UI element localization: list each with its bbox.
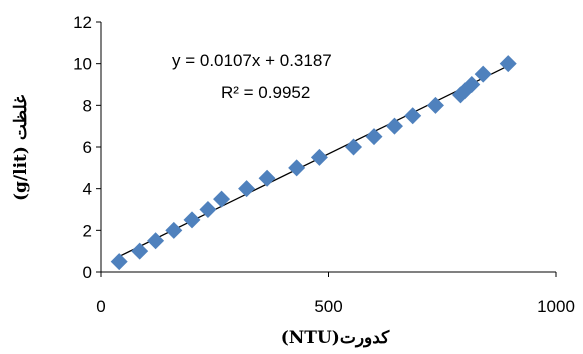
x-tick-label: 0 (96, 297, 105, 316)
y-tick-group: 0 2 4 6 8 10 12 (73, 13, 101, 282)
data-point (288, 159, 306, 177)
data-point (110, 253, 128, 271)
data-point (463, 76, 481, 93)
y-tick-label: 4 (83, 180, 92, 199)
data-point (131, 242, 149, 260)
trendline-equation: y = 0.0107x + 0.3187 (172, 51, 332, 70)
data-point (258, 169, 276, 187)
data-point (238, 180, 256, 198)
r-squared-label: R² = 0.9952 (221, 83, 310, 102)
data-point (385, 117, 403, 135)
data-point (310, 148, 328, 166)
y-tick-label: 10 (73, 55, 92, 74)
data-points (110, 55, 517, 271)
x-tick-label: 500 (314, 297, 342, 316)
y-tick-label: 12 (73, 13, 92, 32)
data-point (499, 55, 517, 73)
data-point (165, 221, 183, 239)
data-point (183, 211, 201, 229)
y-tick-label: 0 (83, 263, 92, 282)
y-tick-label: 6 (83, 138, 92, 157)
y-tick-label: 2 (83, 221, 92, 240)
data-point (474, 65, 492, 83)
data-point (426, 96, 444, 114)
data-point (213, 190, 231, 208)
y-tick-label: 8 (83, 96, 92, 115)
data-point (345, 138, 363, 156)
data-point (404, 107, 422, 125)
data-point (365, 128, 383, 146)
x-tick-label: 1000 (537, 297, 575, 316)
data-point (199, 201, 217, 218)
x-tick-group: 0 500 1000 (96, 272, 575, 316)
trendline (118, 65, 509, 258)
y-axis-title: غلظت (g/lit) (11, 95, 31, 201)
x-axis-title: کدورت(NTU) (281, 328, 390, 348)
data-point (147, 232, 165, 250)
